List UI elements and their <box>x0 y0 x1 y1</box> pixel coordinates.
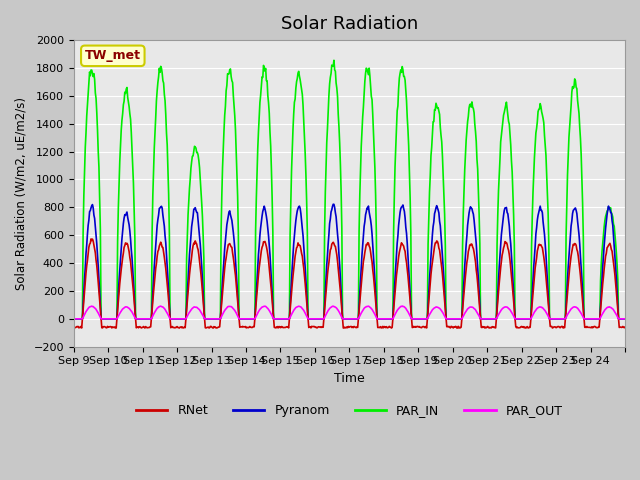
PAR_OUT <box>407 314 415 320</box>
X-axis label: Time: Time <box>334 372 365 385</box>
Pyranom <box>70 316 77 322</box>
Pyranom <box>263 219 271 225</box>
RNet <box>237 324 245 330</box>
Y-axis label: Solar Radiation (W/m2, uE/m2/s): Solar Radiation (W/m2, uE/m2/s) <box>15 97 28 290</box>
Pyranom <box>330 202 337 207</box>
RNet <box>175 325 183 331</box>
Title: Solar Radiation: Solar Radiation <box>281 15 418 33</box>
RNet <box>408 316 415 322</box>
PAR_OUT <box>621 316 629 322</box>
Pyranom <box>284 316 292 322</box>
RNet <box>135 324 143 330</box>
PAR_OUT <box>438 308 445 314</box>
Line: Pyranom: Pyranom <box>74 204 625 319</box>
Text: TW_met: TW_met <box>85 49 141 62</box>
PAR_IN <box>134 316 142 322</box>
PAR_IN <box>621 316 629 322</box>
PAR_IN <box>284 316 292 322</box>
Pyranom <box>134 316 142 322</box>
Line: PAR_IN: PAR_IN <box>74 60 625 319</box>
RNet <box>438 272 446 277</box>
PAR_OUT <box>398 303 406 309</box>
PAR_OUT <box>134 316 142 322</box>
PAR_IN <box>330 58 338 63</box>
PAR_OUT <box>70 316 77 322</box>
PAR_IN <box>263 78 271 84</box>
PAR_OUT <box>284 316 292 322</box>
RNet <box>621 324 629 330</box>
PAR_IN <box>438 139 445 145</box>
PAR_IN <box>236 316 244 322</box>
RNet <box>87 236 95 242</box>
PAR_OUT <box>236 316 244 322</box>
PAR_IN <box>70 316 77 322</box>
RNet <box>265 258 273 264</box>
PAR_IN <box>407 230 415 236</box>
Line: RNet: RNet <box>74 239 625 328</box>
Pyranom <box>236 316 244 322</box>
Pyranom <box>438 243 445 249</box>
Pyranom <box>407 302 415 308</box>
Pyranom <box>621 316 629 322</box>
PAR_OUT <box>263 305 271 311</box>
RNet <box>70 324 77 330</box>
Line: PAR_OUT: PAR_OUT <box>74 306 625 319</box>
RNet <box>285 316 293 322</box>
Legend: RNet, Pyranom, PAR_IN, PAR_OUT: RNet, Pyranom, PAR_IN, PAR_OUT <box>131 399 568 422</box>
